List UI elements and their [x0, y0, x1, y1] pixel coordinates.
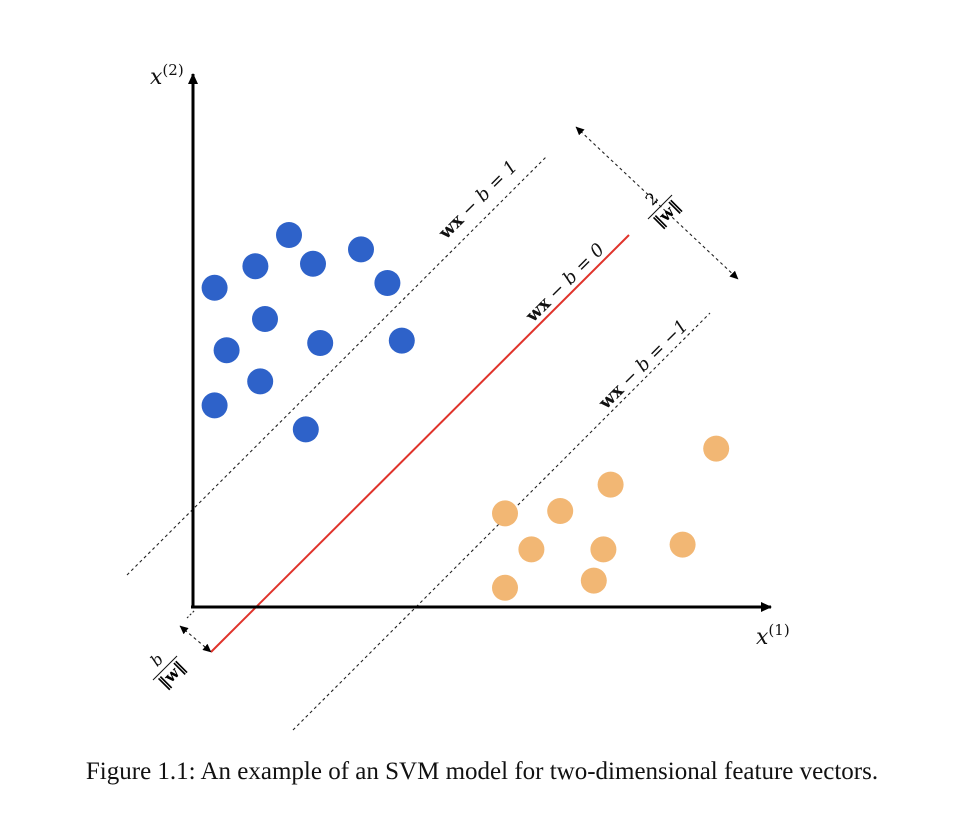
positive-class-point [348, 236, 374, 263]
decision-boundary-equation: wx − b = 0 [521, 239, 609, 327]
negative-class-point [547, 498, 574, 524]
positive-class-point [201, 392, 228, 419]
negative-class-point [590, 536, 617, 563]
negative-class-point [580, 567, 607, 594]
positive-class-point [201, 274, 228, 301]
margin-width-label: 2 ‖w‖ [642, 189, 684, 231]
figure-caption: Figure 1.1: An example of an SVM model f… [85, 758, 879, 785]
positive-class-point [242, 253, 269, 280]
positive-class-point [252, 306, 278, 332]
positive-class-point [388, 327, 415, 354]
upper-margin-equation: wx − b = 1 [434, 156, 522, 244]
lower-margin-equation: wx − b = −1 [594, 316, 693, 415]
offset-label: b ‖w‖ [147, 650, 189, 692]
positive-class-point [307, 330, 334, 356]
positive-class-point [300, 250, 326, 277]
svg-text:b: b [147, 650, 168, 671]
positive-class-point [247, 368, 274, 395]
negative-class-point [597, 471, 624, 498]
positive-class-point [213, 337, 240, 364]
negative-class-point [492, 574, 518, 601]
offset-arrow [179, 625, 212, 653]
decision-boundary [210, 234, 630, 653]
svg-text:2: 2 [642, 189, 663, 210]
negative-class-point [492, 500, 518, 527]
positive-class-point [374, 270, 401, 296]
negative-class-point [703, 435, 730, 462]
negative-class-point [669, 531, 696, 558]
positive-class-point [292, 416, 319, 443]
positive-class-point [276, 222, 302, 248]
negative-class-point [518, 536, 545, 563]
margin-width-arrow [575, 126, 739, 280]
x-axis-label: x(1) [756, 621, 790, 650]
y-axis-label: x(2) [150, 61, 184, 90]
margin-line-upper [126, 156, 547, 576]
data-points [201, 222, 730, 601]
offset-arrow-origin-tick [186, 609, 196, 619]
